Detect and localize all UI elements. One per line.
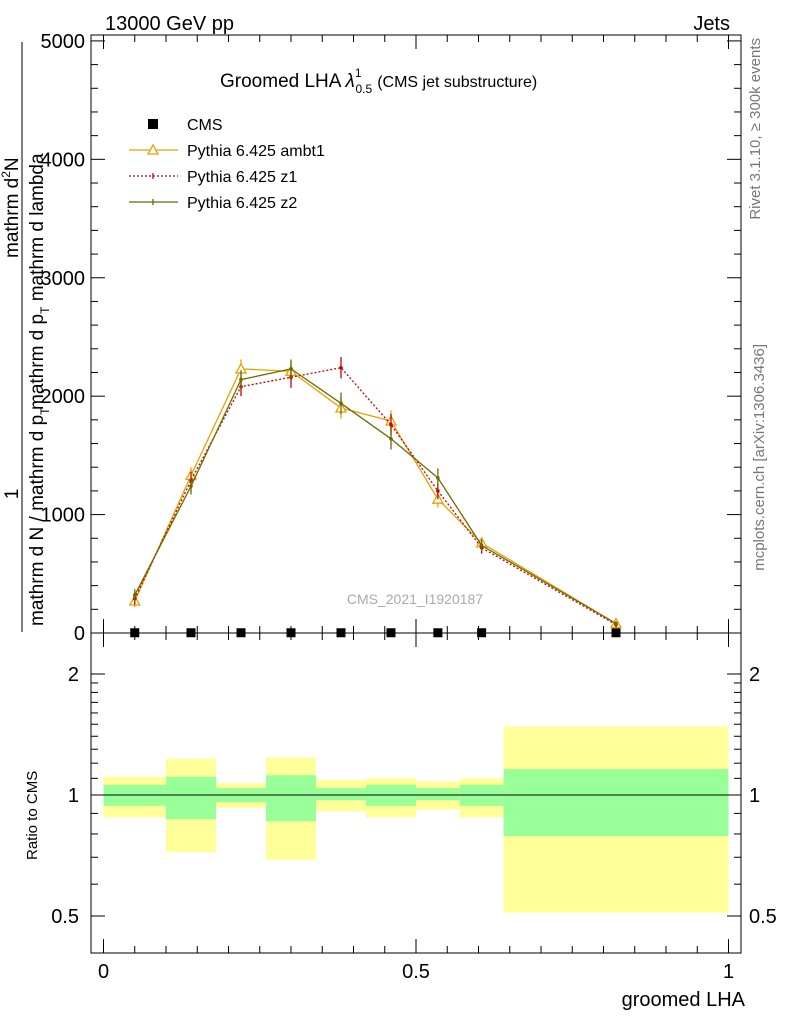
legend-marker-pythia-6-425-ambt1 (146, 143, 160, 155)
pythia-6-425-z2-marker (339, 401, 343, 406)
main-plot-panel: 0 1000 2000 3000 4000 5000 Groomed LHA λ1 0.5 (C… (0, 31, 742, 645)
ratio-y-axis-label: Ratio to CMS (24, 771, 41, 860)
pythia-6-425-z2-marker (389, 436, 393, 441)
y-label-num-right: mathrm d2N (0, 157, 23, 258)
x-tick-label: 1 (723, 961, 734, 983)
main-y-tick-label: 2000 (41, 386, 86, 408)
header-right: Jets (693, 13, 730, 35)
x-axis-label: groomed LHA (622, 989, 746, 1011)
ratio-y-tick-label-left: 2 (68, 664, 79, 686)
ratio-plot-panel: 0.5 0.5 1 1 2 2 0 0.5 1 Ratio to CMS groomed LHA (24, 632, 777, 1011)
ratio-inner-band (166, 776, 216, 820)
y-label-num-left: 1 (2, 489, 23, 500)
main-y-tick-label: 0 (74, 623, 85, 645)
legend: CMS Pythia 6.425 ambt1 Pythia 6.425 z1 Pyth… (129, 117, 325, 212)
legend-label-pythia-6-425-z1: Pythia 6.425 z1 (187, 169, 297, 186)
pythia-6-425-z2-line (134, 368, 617, 625)
pythia-6-425-z1-marker (389, 422, 393, 427)
ratio-inner-band (266, 775, 316, 822)
legend-label-pythia-6-425-ambt1: Pythia 6.425 ambt1 (187, 143, 325, 160)
series-pythia-6-425-ambt1 (128, 359, 623, 629)
ratio-inner-band (416, 788, 460, 801)
rivet-version-label: Rivet 3.1.10, ≥ 300k events (747, 38, 764, 220)
main-y-tick-label: 5000 (41, 31, 86, 53)
pythia-6-425-z2-marker (479, 543, 484, 548)
series-pythia-6-425-z1 (132, 357, 618, 628)
ratio-inner-band (503, 769, 729, 837)
ratio-y-tick-label-right: 2 (749, 664, 760, 686)
pythia-6-425-z1-line (134, 366, 617, 626)
y-label-den-left: mathrm d N / mathrm d pT (27, 407, 52, 626)
legend-label-pythia-6-425-z2: Pythia 6.425 z2 (187, 195, 297, 212)
x-tick-label: 0 (98, 961, 109, 983)
series-pythia-6-425-z2 (132, 359, 618, 626)
ratio-y-tick-label-left: 0.5 (51, 906, 79, 928)
x-tick-label: 0.5 (402, 961, 430, 983)
legend-marker-cms (148, 119, 158, 129)
ratio-y-tick-label-left: 1 (68, 785, 79, 807)
pythia-6-425-z1-marker (436, 489, 440, 493)
pythia-6-425-z2-marker (239, 377, 243, 382)
y-label-den-right: mathrm d pT mathrm d lambda (27, 153, 52, 410)
legend-label-cms: CMS (187, 117, 223, 134)
analysis-watermark: CMS_2021_I1920187 (347, 591, 483, 607)
pythia-6-425-z2-marker (436, 476, 440, 480)
pythia-6-425-z2-marker (132, 593, 137, 597)
header-left: 13000 GeV pp (105, 13, 234, 35)
plot-title: Groomed LHA λ1 0.5 (CMS jet substructure) (220, 66, 537, 96)
main-y-axis-label: 1 mathrm d N / mathrm d pT mathrm d2N ma… (0, 42, 52, 632)
main-y-tick-label: 4000 (41, 149, 86, 171)
main-y-tick-label: 3000 (41, 268, 86, 290)
pythia-6-425-z2-marker (614, 621, 618, 626)
main-y-tick-label: 1000 (41, 505, 86, 527)
pythia-6-425-z2-marker (289, 367, 293, 371)
pythia-6-425-ambt1-line (134, 368, 617, 625)
mcplots-label: mcplots.cern.ch [arXiv:1306.3436] (751, 344, 768, 571)
ratio-y-tick-label-right: 0.5 (749, 906, 777, 928)
ratio-inner-band (316, 788, 366, 801)
pythia-6-425-z1-marker (339, 365, 343, 370)
ratio-y-tick-label-right: 1 (749, 785, 760, 807)
pythia-6-425-z2-marker (189, 484, 193, 488)
